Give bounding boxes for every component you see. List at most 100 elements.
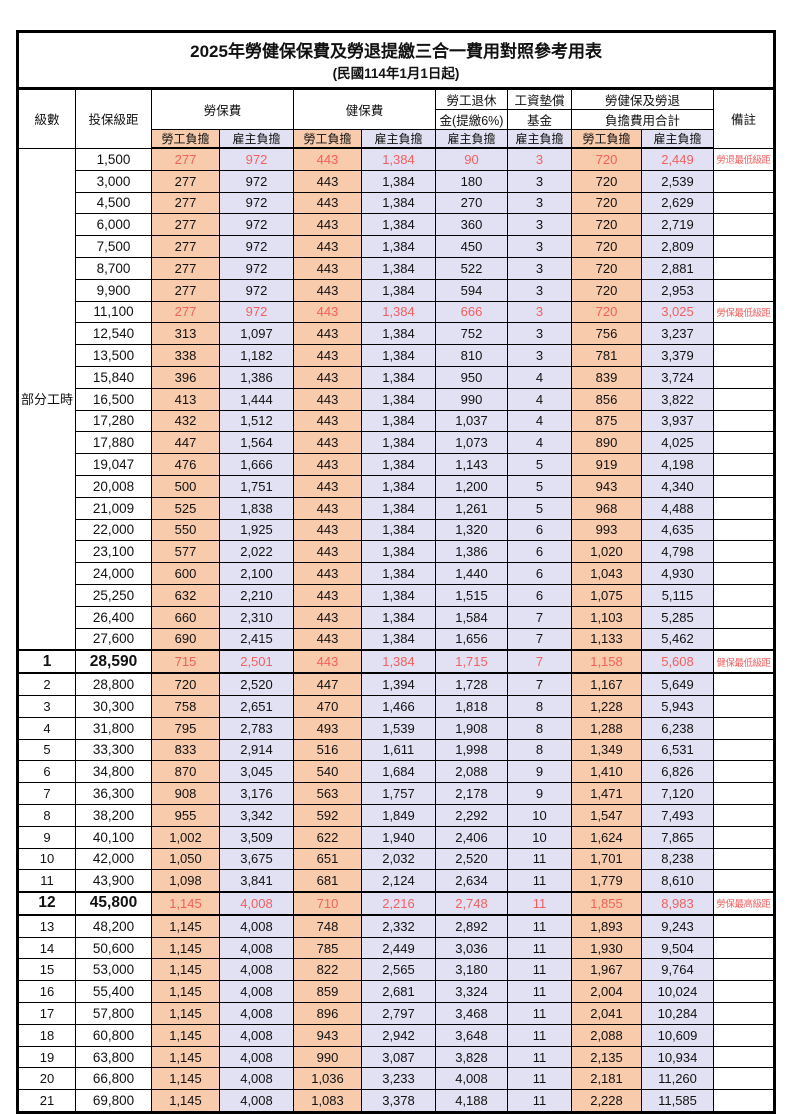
cell-labor-employee: 955	[151, 803, 220, 827]
cell-labor-employer: 3,176	[219, 782, 294, 805]
cell-fund-employer: 3	[507, 256, 572, 280]
cell-health-employee: 943	[293, 1023, 362, 1047]
cell-health-employee: 443	[293, 605, 362, 629]
cell-bracket: 57,800	[75, 1002, 152, 1025]
cell-total-employee: 781	[571, 344, 642, 367]
cell-note	[712, 431, 776, 455]
cell-pension-employer: 3,180	[435, 958, 508, 982]
cell-pension-employer: 2,748	[435, 891, 508, 916]
cell-labor-employer: 1,838	[219, 496, 294, 520]
cell-labor-employer: 4,008	[219, 914, 294, 938]
cell-bracket: 7,500	[75, 235, 152, 258]
cell-health-employee: 470	[293, 694, 362, 718]
cell-labor-employer: 2,415	[219, 627, 294, 651]
cell-total-employer: 3,237	[641, 322, 714, 346]
cell-bracket: 63,800	[75, 1045, 152, 1069]
cell-labor-employer: 1,386	[219, 365, 294, 389]
cell-labor-employee: 447	[151, 431, 220, 455]
table-title-block: 2025年勞健保保費及勞退提繳三合一費用對照參考用表 (民國114年1月1日起)	[16, 31, 776, 90]
cell-total-employer: 7,493	[641, 803, 714, 827]
page-subtitle: (民國114年1月1日起)	[332, 65, 460, 81]
cell-pension-employer: 1,073	[435, 431, 508, 455]
cell-total-employer: 5,608	[641, 649, 714, 675]
cell-fund-employer: 7	[507, 605, 572, 629]
cell-total-employee: 1,103	[571, 605, 642, 629]
cell-labor-employee: 577	[151, 540, 220, 564]
cell-health-employee: 443	[293, 191, 362, 215]
cell-total-employer: 10,934	[641, 1045, 714, 1069]
cell-total-employee: 1,133	[571, 627, 642, 651]
cell-labor-employer: 2,100	[219, 562, 294, 585]
table-row: 15 53,000 1,145 4,008 822 2,565 3,180 11 1,967 9,…	[17, 958, 776, 982]
cell-health-employer: 1,384	[361, 365, 436, 389]
table-row: 12,540 313 1,097 443 1,384 752 3 756 3,237	[18, 322, 776, 346]
cell-pension-employer: 2,520	[435, 847, 508, 871]
cell-note: 勞保最高級距	[712, 891, 776, 916]
cell-note	[712, 191, 776, 215]
cell-health-employee: 443	[293, 627, 362, 651]
cell-level: 16	[17, 980, 76, 1004]
cell-bracket: 23,100	[75, 540, 152, 564]
cell-pension-employer: 2,088	[435, 760, 508, 784]
cell-bracket: 22,000	[75, 518, 152, 542]
cell-labor-employer: 3,509	[219, 825, 294, 849]
cell-total-employee: 1,893	[571, 914, 642, 938]
cell-bracket: 17,280	[75, 409, 152, 433]
cell-health-employee: 443	[293, 540, 362, 564]
cell-health-employer: 2,942	[361, 1023, 436, 1047]
cell-total-employee: 856	[571, 387, 642, 411]
cell-labor-employer: 2,914	[219, 738, 294, 762]
cell-note	[712, 782, 776, 805]
cell-labor-employer: 2,501	[219, 649, 294, 675]
cell-health-employer: 1,384	[361, 235, 436, 258]
cell-note	[712, 627, 776, 651]
cell-labor-employer: 972	[219, 235, 294, 258]
cell-health-employer: 1,384	[361, 518, 436, 542]
cell-pension-employer: 1,440	[435, 562, 508, 585]
cell-health-employer: 1,384	[361, 649, 436, 675]
cell-labor-employee: 1,145	[151, 958, 220, 982]
cell-labor-employee: 1,050	[151, 847, 220, 871]
cell-health-employee: 443	[293, 453, 362, 476]
cell-health-employee: 651	[293, 847, 362, 871]
cell-labor-employee: 277	[151, 278, 220, 302]
cell-labor-employee: 1,145	[151, 936, 220, 960]
cell-fund-employer: 11	[507, 1002, 572, 1025]
cell-level-group: 部分工時	[17, 147, 76, 651]
cell-labor-employer: 1,444	[219, 387, 294, 411]
cell-fund-employer: 4	[507, 365, 572, 389]
cell-fund-employer: 11	[507, 958, 572, 982]
cell-bracket: 53,000	[75, 958, 152, 982]
cell-labor-employer: 4,008	[219, 891, 294, 916]
cell-total-employer: 4,798	[641, 540, 714, 564]
cell-bracket: 33,300	[75, 738, 152, 762]
cell-bracket: 66,800	[75, 1067, 152, 1091]
cell-total-employee: 2,004	[571, 980, 642, 1004]
cell-total-employer: 10,284	[641, 1002, 714, 1025]
cell-bracket: 28,800	[75, 672, 152, 696]
cell-bracket: 8,700	[75, 256, 152, 280]
cell-bracket: 45,800	[75, 891, 152, 916]
cell-bracket: 40,100	[75, 825, 152, 849]
cell-labor-employee: 600	[151, 562, 220, 585]
cell-health-employer: 1,940	[361, 825, 436, 849]
cell-health-employer: 2,681	[361, 980, 436, 1004]
cell-fund-employer: 11	[507, 847, 572, 871]
cell-level: 20	[17, 1067, 76, 1091]
cell-pension-employer: 1,715	[435, 649, 508, 675]
header-fund-line1: 工資墊償	[507, 88, 572, 110]
cell-fund-employer: 8	[507, 694, 572, 718]
cell-labor-employee: 1,145	[151, 914, 220, 938]
cell-total-employer: 6,826	[641, 760, 714, 784]
cell-fund-employer: 11	[507, 1067, 572, 1091]
cell-health-employer: 1,384	[361, 431, 436, 455]
cell-level: 9	[17, 825, 76, 849]
cell-total-employer: 3,724	[641, 365, 714, 389]
cell-total-employer: 8,238	[641, 847, 714, 871]
cell-labor-employer: 2,210	[219, 583, 294, 607]
header-labor-fee: 勞保費	[151, 88, 294, 130]
cell-total-employee: 720	[571, 300, 642, 324]
cell-total-employer: 5,943	[641, 694, 714, 718]
cell-fund-employer: 8	[507, 738, 572, 762]
cell-total-employer: 7,865	[641, 825, 714, 849]
